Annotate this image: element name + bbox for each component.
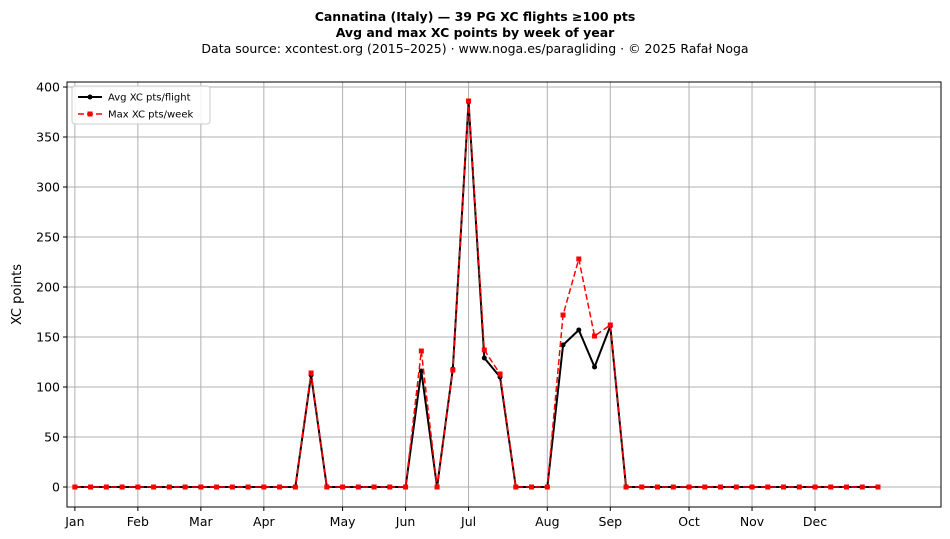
data-point [308, 370, 314, 376]
data-point [749, 484, 755, 490]
x-tick-label: Mar [189, 514, 213, 529]
data-point [844, 484, 850, 490]
legend-label: Avg XC pts/flight [108, 93, 191, 104]
data-point [277, 484, 283, 490]
y-tick-label: 200 [36, 280, 60, 295]
data-point [72, 484, 78, 490]
data-point [387, 484, 393, 490]
grid [67, 82, 941, 507]
series-layer [72, 98, 881, 490]
data-point [513, 484, 519, 490]
chart-subtitle: Avg and max XC points by week of year [335, 25, 615, 40]
x-tick-label: Jul [460, 514, 476, 529]
plot-frame [66, 81, 942, 508]
chart-title-block: Cannatina (Italy) — 39 PG XC flights ≥10… [0, 9, 950, 57]
axis-ticks: 0 50 100 150 200 250 300 350 400 Jan Feb Mar Apr May J… [36, 80, 827, 530]
data-point [434, 484, 440, 490]
y-tick-label: 150 [36, 330, 60, 345]
data-point [781, 484, 787, 490]
legend-marker [87, 111, 93, 117]
legend: Avg XC pts/flight Max XC pts/week [71, 85, 211, 125]
data-point [88, 484, 94, 490]
data-point [670, 484, 676, 490]
y-tick-label: 250 [36, 230, 60, 245]
data-point [812, 484, 818, 490]
data-point [450, 367, 456, 373]
data-point [261, 484, 267, 490]
x-tick-label: Sep [599, 514, 623, 529]
data-point [324, 484, 330, 490]
x-tick-label: Dec [803, 514, 827, 529]
x-tick-label: Apr [253, 514, 275, 529]
x-tick-label: Jan [64, 514, 84, 529]
x-tick-label: Feb [127, 514, 149, 529]
data-point [418, 368, 424, 374]
y-tick-label: 350 [36, 130, 60, 145]
y-axis-label: XC points [10, 264, 25, 325]
data-point [103, 484, 109, 490]
data-point [544, 484, 550, 490]
legend-box [71, 85, 211, 125]
x-tick-label: May [330, 514, 356, 529]
data-point [733, 484, 739, 490]
data-point [686, 484, 692, 490]
data-point [229, 484, 235, 490]
data-point [718, 484, 724, 490]
data-point [560, 342, 566, 348]
data-point [214, 484, 220, 490]
y-tick-label: 50 [44, 430, 60, 445]
data-point [828, 484, 834, 490]
data-point [639, 484, 645, 490]
data-point [702, 484, 708, 490]
y-tick-label: 0 [52, 480, 60, 495]
series-line-0 [74, 101, 879, 488]
data-point [529, 484, 535, 490]
x-tick-label: Jun [395, 514, 416, 529]
data-point [576, 256, 582, 262]
data-point [371, 484, 377, 490]
data-point [182, 484, 188, 490]
x-tick-label: Nov [740, 514, 765, 529]
data-point [355, 484, 361, 490]
data-point [403, 484, 409, 490]
x-tick-label: Oct [678, 514, 700, 529]
data-point [166, 484, 172, 490]
data-point [481, 355, 487, 361]
y-tick-label: 300 [36, 180, 60, 195]
y-tick-label: 100 [36, 380, 60, 395]
data-point [481, 347, 487, 353]
data-point [607, 322, 613, 328]
data-point [560, 312, 566, 318]
data-point [466, 98, 472, 104]
data-point [198, 484, 204, 490]
data-point [497, 371, 503, 377]
legend-marker [87, 94, 93, 100]
data-point [292, 484, 298, 490]
data-point [875, 484, 881, 490]
data-point [655, 484, 661, 490]
data-point [765, 484, 771, 490]
chart-title: Cannatina (Italy) — 39 PG XC flights ≥10… [314, 9, 636, 24]
data-point [119, 484, 125, 490]
x-tick-label: Aug [535, 514, 559, 529]
chart-source: Data source: xcontest.org (2015–2025) · … [201, 41, 749, 56]
data-point [623, 484, 629, 490]
data-point [796, 484, 802, 490]
data-point [592, 364, 598, 370]
legend-label: Max XC pts/week [108, 110, 193, 121]
data-point [340, 484, 346, 490]
data-point [418, 348, 424, 354]
data-point [135, 484, 141, 490]
data-point [245, 484, 251, 490]
data-point [151, 484, 157, 490]
series-line-1 [74, 100, 879, 488]
data-point [592, 333, 598, 339]
y-tick-label: 400 [36, 80, 60, 95]
data-point [576, 327, 582, 333]
data-point [859, 484, 865, 490]
